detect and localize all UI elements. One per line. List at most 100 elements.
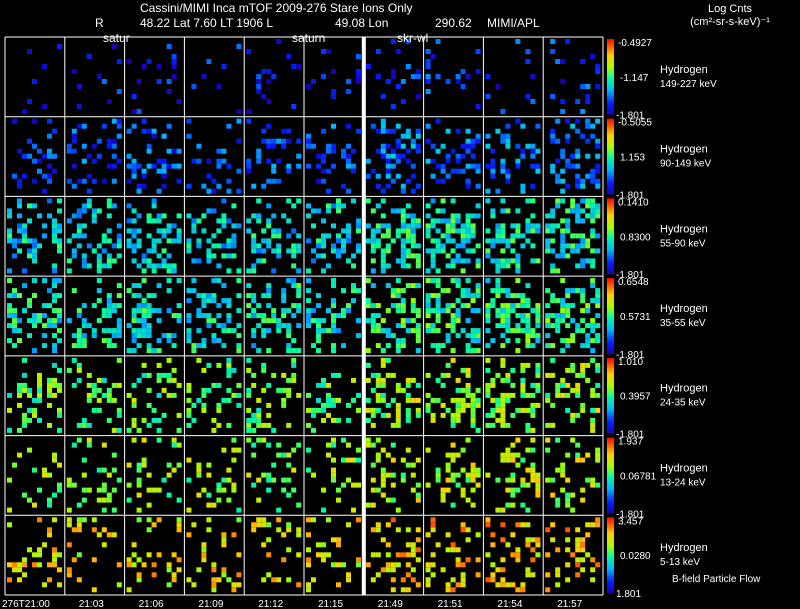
heatmap-cell [141,333,147,339]
heatmap-cell [580,457,586,463]
heatmap-cell [465,472,471,478]
heatmap-cell [311,79,316,84]
heatmap-cell [76,577,82,583]
heatmap-cell [331,348,336,354]
colorbar-min-label: -1.801 [616,430,645,441]
heatmap-cell [111,467,117,473]
heatmap-cell [196,462,202,468]
heatmap-cell [226,303,232,309]
heatmap-cell [81,323,87,329]
heatmap-cell [570,203,576,209]
heatmap-cell [171,238,177,244]
heatmap-cell [226,238,232,244]
heatmap-cell [510,442,516,448]
heatmap-cell [505,582,511,588]
heatmap-cell [465,128,471,134]
heatmap-cell [585,333,591,339]
heatmap-cell [580,293,586,299]
heatmap-cell [525,303,531,309]
heatmap-cell [470,328,476,334]
heatmap-cell [136,333,142,339]
heatmap-cell [380,537,386,543]
heatmap-cell [141,462,147,468]
heatmap-cell [211,298,217,304]
heatmap-cell [191,522,197,528]
heatmap-cell [57,228,62,234]
heatmap-cell [390,293,396,299]
heatmap-cell [216,402,222,408]
heatmap-cell [131,94,137,99]
heatmap-cell [565,527,571,533]
heatmap-cell [146,487,152,493]
heatmap-cell [575,557,581,563]
heatmap-cell [530,148,536,154]
colorbar-min-label: -1.801 [616,190,645,201]
heatmap-cell [276,328,282,334]
heatmap-cell [425,402,431,408]
heatmap-cell [331,323,336,329]
heatmap-cell [495,323,501,329]
heatmap-cell [216,228,222,234]
heatmap-cell [510,233,516,239]
heatmap-cell [291,377,297,383]
heatmap-cell [341,343,346,349]
heatmap-cell [196,357,202,363]
heatmap-cell [430,343,436,349]
heatmap-cell [201,298,207,304]
heatmap-cell [390,517,396,523]
heatmap-cell [52,153,57,159]
heatmap-cell [206,208,212,214]
heatmap-cell [450,218,456,224]
panel-energy-label: 5-13 keV [660,557,700,568]
heatmap-cell [520,587,526,593]
heatmap-cell [151,308,157,314]
heatmap-cell [380,233,386,239]
heatmap-cell [395,158,401,164]
heatmap-cell [575,382,581,388]
heatmap-cell [22,357,27,363]
heatmap-cell [311,427,316,433]
heatmap-cell [331,437,336,443]
heatmap-cell [206,517,212,523]
heatmap-cell [136,303,142,309]
heatmap-cell [530,572,536,578]
heatmap-cell [326,308,331,314]
heatmap-cell [440,143,446,149]
heatmap-cell [500,308,506,314]
heatmap-cell [7,477,12,483]
heatmap-cell [296,64,302,69]
heatmap-cell [52,547,57,553]
heatmap-cell [545,288,551,294]
heatmap-cell [595,303,601,309]
heatmap-cell [216,497,222,503]
heatmap-cell [430,517,436,523]
heatmap-cell [141,268,147,274]
heatmap-cell [390,442,396,448]
heatmap-cell [550,492,556,498]
heatmap-cell [415,323,421,329]
heatmap-cell [141,417,147,423]
heatmap-cell [580,497,586,503]
heatmap-cell [370,442,376,448]
heatmap-cell [27,417,32,423]
heatmap-cell [57,387,62,393]
heatmap-cell [400,343,406,349]
heatmap-cell [485,133,491,139]
heatmap-cell [485,248,491,254]
heatmap-cell [191,417,197,423]
heatmap-cell [525,313,531,319]
heatmap-cell [286,233,292,239]
heatmap-cell [575,163,581,169]
heatmap-cell [171,377,177,383]
heatmap-cell [465,163,471,169]
heatmap-cell [470,223,476,229]
heatmap-cell [365,64,371,69]
heatmap-cell [455,333,461,339]
heatmap-cell [206,298,212,304]
heatmap-cell [346,442,351,448]
heatmap-cell [57,487,62,493]
heatmap-cell [251,452,257,458]
heatmap-cell [410,138,416,144]
heatmap-cell [57,238,62,244]
heatmap-cell [96,268,102,274]
